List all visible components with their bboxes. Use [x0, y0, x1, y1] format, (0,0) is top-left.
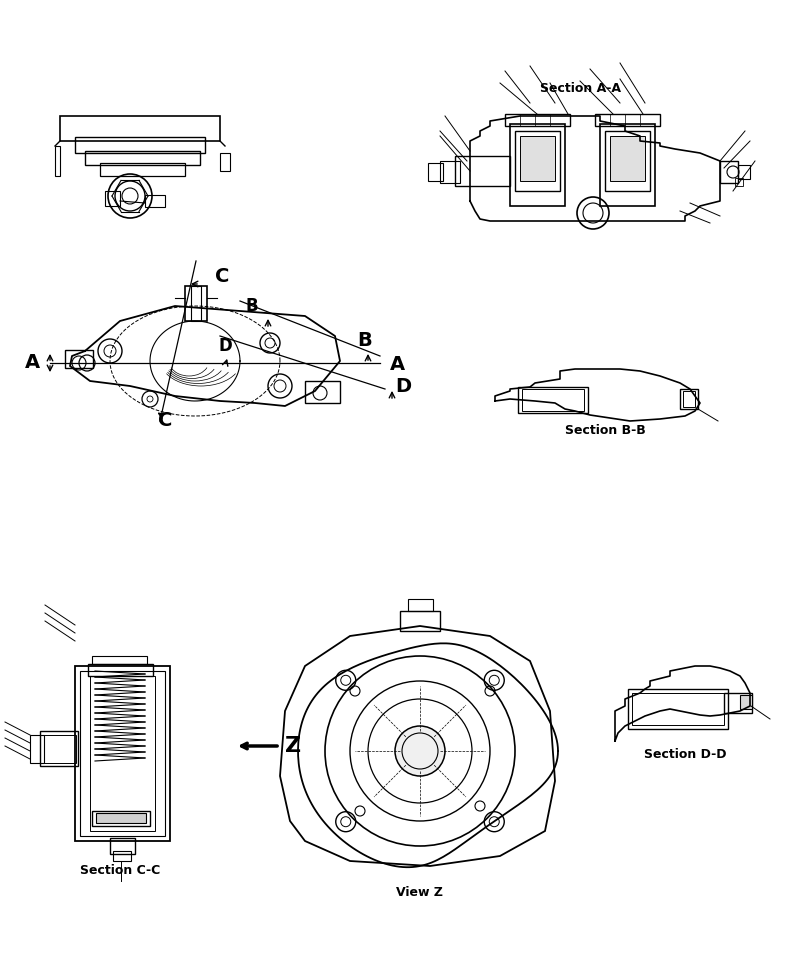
Bar [455, 156, 510, 186]
Bar [92, 656, 147, 664]
Bar [510, 124, 565, 206]
Bar [520, 136, 555, 181]
Text: Section B-B: Section B-B [565, 425, 645, 437]
Bar [105, 191, 120, 206]
Circle shape [395, 726, 445, 776]
Text: B: B [246, 297, 258, 315]
Text: Section D-D: Section D-D [644, 748, 726, 760]
Bar [185, 286, 207, 321]
Bar [515, 131, 560, 191]
Bar [408, 599, 433, 611]
Bar [740, 695, 752, 709]
Text: B: B [358, 332, 372, 351]
Bar [720, 161, 738, 183]
Text: Z: Z [285, 736, 301, 756]
Bar [440, 161, 460, 183]
Text: C: C [215, 267, 229, 286]
Bar [75, 666, 170, 841]
Bar [96, 813, 146, 823]
Text: View Z: View Z [397, 886, 444, 899]
Bar [88, 664, 153, 676]
Bar [30, 735, 44, 763]
Text: A: A [25, 354, 40, 373]
Bar [518, 387, 588, 413]
Bar [100, 163, 185, 176]
Bar [75, 137, 205, 153]
Bar [60, 116, 220, 141]
Bar [113, 851, 131, 861]
Bar [505, 114, 570, 126]
Bar [600, 124, 655, 206]
Bar [55, 146, 60, 176]
Bar [220, 153, 230, 171]
Bar [595, 114, 660, 126]
Bar [80, 671, 165, 836]
Bar [628, 689, 728, 729]
Bar [90, 676, 155, 831]
Text: Section A-A: Section A-A [539, 82, 620, 94]
Bar [522, 389, 584, 411]
Text: D: D [395, 377, 411, 396]
Bar [40, 731, 78, 766]
Bar [738, 165, 750, 179]
Text: D: D [218, 337, 232, 355]
Bar [428, 163, 443, 181]
Bar [680, 389, 698, 409]
Bar [400, 611, 440, 631]
Bar [683, 391, 695, 407]
Text: A: A [390, 355, 406, 374]
Text: C: C [158, 411, 172, 431]
Bar [724, 693, 752, 713]
Bar [92, 811, 150, 826]
Bar [44, 735, 76, 763]
Bar [85, 151, 200, 165]
Bar [145, 195, 165, 207]
Text: Section C-C: Section C-C [80, 865, 160, 877]
Bar [110, 838, 135, 854]
Bar [191, 286, 201, 321]
Bar [305, 381, 340, 403]
Bar [610, 136, 645, 181]
Bar [605, 131, 650, 191]
Bar [632, 693, 724, 725]
Bar [735, 178, 743, 186]
Bar [65, 350, 93, 368]
